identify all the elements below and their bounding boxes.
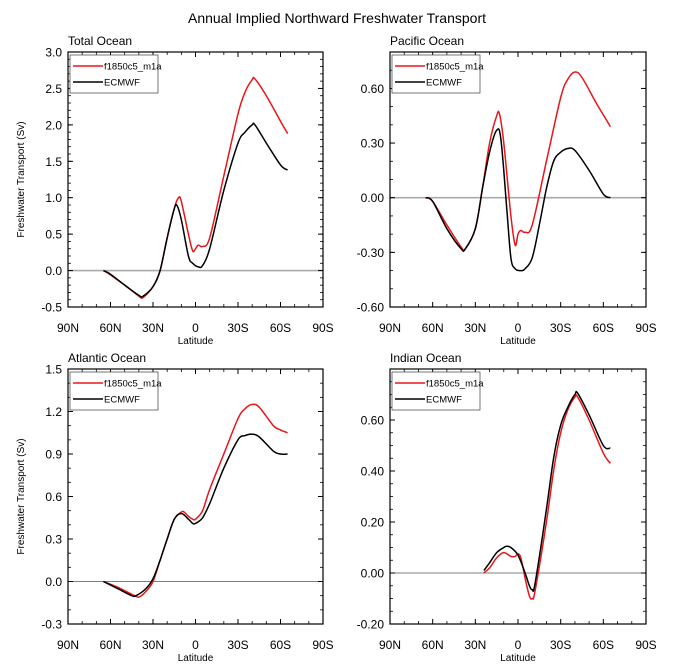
- x-tick-label: 60S: [270, 321, 291, 335]
- y-tick-label: 0.60: [361, 414, 385, 428]
- x-tick-label: 60S: [270, 638, 291, 652]
- series-line-ecmwf: [425, 128, 611, 272]
- legend-box: [69, 371, 159, 411]
- legend-label: f1850c5_m1a: [104, 379, 162, 390]
- x-tick-label: 60S: [593, 321, 614, 335]
- y-tick-label: 0.6: [45, 490, 62, 504]
- series-line-f1850c5_m1a: [483, 394, 612, 600]
- y-tick-label: 2.0: [45, 118, 62, 132]
- y-axis-label: Freshwater Transport (Sv): [16, 438, 27, 554]
- legend-box: [391, 371, 481, 411]
- x-tick-label: 0: [515, 321, 522, 335]
- y-tick-label: 2.5: [45, 82, 62, 96]
- x-tick-label: 90S: [635, 638, 656, 652]
- y-tick-label: -0.60: [357, 301, 385, 315]
- y-tick-label: 0.5: [45, 228, 62, 242]
- x-tick-label: 30N: [142, 321, 164, 335]
- legend-box: [391, 54, 481, 94]
- legend-label: f1850c5_m1a: [426, 379, 484, 390]
- series-line-ecmwf: [483, 390, 611, 593]
- y-tick-label: 0.3: [45, 533, 62, 547]
- y-tick-label: 0.9: [45, 448, 62, 462]
- y-axis-label: Freshwater Transport (Sv): [16, 121, 27, 237]
- x-tick-label: 0: [192, 638, 199, 652]
- panel-indian-ocean: 90N 60N 30N 0 30S 60S 90S -0.20 0.00 0.20 0.40 0.60…: [357, 351, 657, 664]
- x-tick-label: 30N: [142, 638, 164, 652]
- x-tick-label: 60S: [593, 638, 614, 652]
- y-tick-label: -0.5: [41, 301, 62, 315]
- x-tick-label: 90N: [379, 321, 401, 335]
- legend-label: f1850c5_m1a: [104, 62, 162, 73]
- x-axis-label: Latitude: [500, 336, 536, 347]
- x-tick-label: 30S: [550, 321, 571, 335]
- x-tick-label: 30S: [227, 321, 248, 335]
- x-tick-label: 60N: [422, 321, 444, 335]
- x-tick-label: 90N: [57, 321, 79, 335]
- legend: f1850c5_m1a ECMWF: [391, 54, 484, 94]
- y-tick-label: 3.0: [45, 46, 62, 60]
- y-tick-label: 1.2: [45, 405, 62, 419]
- series-line-ecmwf: [103, 433, 288, 598]
- x-tick-label: 60N: [422, 638, 444, 652]
- y-tick-label: 0.60: [361, 82, 385, 96]
- series-line-f1850c5_m1a: [103, 403, 288, 598]
- y-tick-label: 0.00: [361, 191, 385, 205]
- panel-atlantic-ocean: 90N 60N 30N 0 30S 60S 90S -0.3 0.0 0.3 0.6 0.9 1.2 1.…: [16, 351, 334, 664]
- legend-label: f1850c5_m1a: [426, 62, 484, 73]
- x-tick-label: 30N: [464, 638, 486, 652]
- x-axis-label: Latitude: [178, 336, 214, 347]
- y-tick-label: 0.0: [45, 264, 62, 278]
- legend-label: ECMWF: [426, 395, 462, 406]
- legend-box: [69, 54, 159, 94]
- panel-pacific-ocean: 90N 60N 30N 0 30S 60S 90S -0.60 -0.30 0.00 0.30 0.6…: [357, 34, 657, 347]
- x-tick-label: 60N: [99, 638, 121, 652]
- series-line-ecmwf: [103, 122, 289, 298]
- legend: f1850c5_m1a ECMWF: [69, 54, 162, 94]
- y-tick-label: 0.20: [361, 516, 385, 530]
- legend-label: ECMWF: [426, 78, 462, 89]
- x-tick-label: 30N: [464, 321, 486, 335]
- x-tick-label: 30S: [227, 638, 248, 652]
- panel-title: Total Ocean: [68, 34, 132, 48]
- x-tick-label: 90S: [312, 638, 333, 652]
- y-tick-label: 0.30: [361, 137, 385, 151]
- figure-title: Annual Implied Northward Freshwater Tran…: [188, 10, 486, 26]
- x-axis-label: Latitude: [500, 653, 536, 664]
- y-tick-label: 0.0: [45, 575, 62, 589]
- series-line-f1850c5_m1a: [103, 76, 289, 300]
- x-tick-label: 30S: [550, 638, 571, 652]
- panel-total-ocean: 90N 60N 30N 0 30S 60S 90S -0.5 0.0 0.5 1.0 1.5 2.0 2.…: [16, 34, 334, 347]
- x-tick-label: 0: [192, 321, 199, 335]
- x-tick-label: 60N: [99, 321, 121, 335]
- legend-label: ECMWF: [104, 395, 140, 406]
- x-tick-label: 0: [515, 638, 522, 652]
- y-tick-label: 1.5: [45, 363, 62, 377]
- y-tick-label: 0.40: [361, 465, 385, 479]
- legend-label: ECMWF: [104, 78, 140, 89]
- y-tick-label: 1.0: [45, 191, 62, 205]
- x-tick-label: 90S: [635, 321, 656, 335]
- legend: f1850c5_m1a ECMWF: [391, 371, 484, 411]
- panel-title: Atlantic Ocean: [68, 351, 146, 365]
- y-tick-label: 0.00: [361, 567, 385, 581]
- x-tick-label: 90N: [379, 638, 401, 652]
- x-tick-label: 90N: [57, 638, 79, 652]
- y-tick-label: -0.20: [357, 618, 385, 632]
- panel-title: Pacific Ocean: [390, 34, 464, 48]
- x-axis-label: Latitude: [178, 653, 214, 664]
- x-tick-label: 90S: [312, 321, 333, 335]
- y-tick-label: -0.3: [41, 618, 62, 632]
- legend: f1850c5_m1a ECMWF: [69, 371, 162, 411]
- y-tick-label: -0.30: [357, 246, 385, 260]
- y-tick-label: 1.5: [45, 155, 62, 169]
- panel-title: Indian Ocean: [390, 351, 461, 365]
